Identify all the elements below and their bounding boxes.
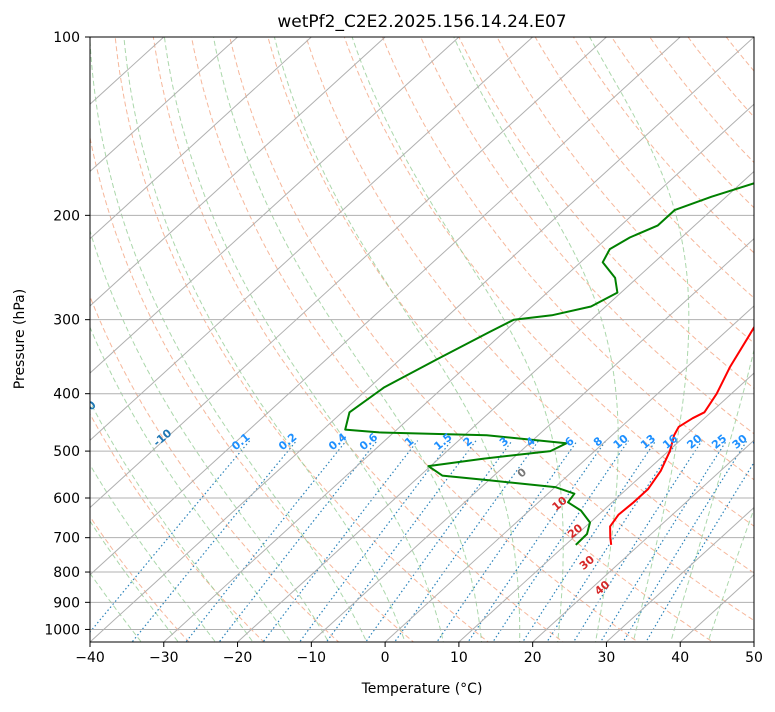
mixing-ratio-line	[254, 441, 418, 654]
mixing-ratio-label: 16	[660, 432, 680, 452]
x-tick-label: 10	[450, 650, 468, 666]
mixing-ratio-label: 8	[591, 434, 605, 449]
moist-adiabat-line	[34, 24, 299, 654]
dewpoint-trace	[345, 37, 775, 545]
dry-adiabat-line	[415, 24, 775, 654]
dry-adiabat-label: -10	[151, 426, 175, 449]
dry-adiabat-line	[490, 24, 775, 654]
x-tick-label: 40	[671, 650, 689, 666]
mixing-ratio-label: 1	[402, 434, 416, 449]
x-tick-label: 30	[598, 650, 616, 666]
y-tick-label: 500	[53, 444, 80, 460]
moist-adiabat-line	[704, 24, 775, 654]
moist-adiabat-line	[0, 24, 224, 654]
x-axis-label: Temperature (°C)	[361, 681, 483, 697]
mixing-ratio-line	[460, 441, 606, 654]
dry-adiabat-line	[678, 24, 775, 654]
mixing-ratio-line	[616, 441, 747, 654]
dry-adiabat-line	[716, 24, 775, 654]
x-tick-label: −20	[223, 650, 253, 666]
isotherm-line	[224, 24, 775, 654]
moist-adiabat-label: 0	[515, 465, 529, 480]
y-axis: 100 200 300 400 500 600 700 800 900 1000	[44, 30, 90, 638]
x-tick-label: 20	[524, 650, 542, 666]
x-axis: −40 −30 −20 −10 0 10 20 30 40 50	[75, 642, 763, 666]
isotherm-line	[0, 24, 400, 654]
mixing-ratio-label: 10	[611, 432, 631, 452]
y-tick-label: 200	[53, 208, 80, 224]
moist-adiabat-line	[163, 24, 446, 654]
isotherm-line	[372, 24, 775, 654]
mixing-ratio-label: 6	[562, 434, 576, 449]
dry-adiabat-line	[0, 24, 276, 654]
y-tick-label: 100	[53, 30, 80, 46]
mixing-ratio-label: 30	[730, 432, 750, 452]
y-tick-label: 700	[53, 531, 80, 547]
isotherm-line	[446, 24, 775, 654]
dry-adiabat-line	[227, 24, 731, 654]
mixing-ratio-label: 2	[461, 434, 475, 449]
moist-adiabat-line	[60, 24, 335, 654]
y-axis-label: Pressure (hPa)	[12, 289, 28, 389]
mixing-ratio-lines	[72, 441, 768, 654]
mixing-ratio-label: 36	[750, 432, 770, 452]
y-tick-label: 300	[53, 313, 80, 329]
mixing-ratio-label: 0.6	[357, 430, 381, 453]
mixing-ratio-line	[291, 441, 452, 654]
dry-adiabat-line	[114, 24, 504, 654]
isotherm-line	[0, 24, 621, 654]
y-tick-label: 900	[53, 595, 80, 611]
dry-adiabat-line	[453, 24, 775, 654]
x-tick-label: −10	[297, 650, 327, 666]
isotherm-line	[0, 24, 252, 654]
x-tick-label: 0	[381, 650, 390, 666]
dry-adiabats	[0, 24, 775, 654]
mixing-ratio-label: 20	[685, 432, 705, 452]
y-tick-label: 1000	[44, 622, 80, 638]
dry-adiabat-line	[340, 24, 775, 654]
mixing-ratio-label: 0.4	[326, 430, 350, 453]
mixing-ratio-line	[72, 441, 250, 654]
moist-adiabat-line	[9, 24, 261, 654]
x-tick-label: 50	[745, 650, 763, 666]
mixing-ratio-line	[485, 441, 628, 654]
mixing-ratio-line	[123, 441, 297, 654]
dry-adiabat-line	[566, 24, 775, 654]
dry-adiabat-line	[264, 24, 775, 654]
moist-adiabat-line	[123, 24, 409, 654]
dry-adiabat-line	[39, 24, 352, 654]
moist-adiabat-line	[348, 24, 563, 654]
moist-adiabat-label: 40	[592, 578, 612, 598]
mixing-ratio-label: 0.1	[229, 431, 252, 453]
mixing-ratio-line	[210, 441, 377, 654]
mixing-ratio-label: 13	[638, 432, 658, 452]
mixing-ratio-label: 25	[709, 432, 729, 452]
y-tick-label: 800	[53, 565, 80, 581]
chart-title: wetPf2_C2E2.2025.156.14.24.E07	[277, 12, 566, 32]
moist-adiabats	[0, 24, 775, 654]
moist-adiabat-label: 30	[577, 553, 597, 573]
dry-adiabat-line	[641, 24, 775, 654]
dry-adiabat-line	[76, 24, 427, 654]
isotherm-grid	[0, 24, 775, 654]
moist-adiabat-line	[89, 24, 372, 654]
dry-adiabat-line	[302, 24, 775, 654]
moist-adiabat-line	[0, 24, 188, 654]
moist-adiabat-line	[271, 24, 520, 654]
y-tick-label: 400	[53, 387, 80, 403]
x-tick-label: −40	[75, 650, 105, 666]
x-tick-label: −30	[149, 650, 179, 666]
dry-adiabat-line	[754, 24, 775, 654]
isotherm-line	[667, 24, 775, 654]
moist-adiabat-label: 10	[550, 494, 570, 514]
moist-adiabat-line	[667, 24, 775, 654]
dry-adiabat-line	[0, 24, 200, 654]
y-tick-label: 600	[53, 491, 80, 507]
